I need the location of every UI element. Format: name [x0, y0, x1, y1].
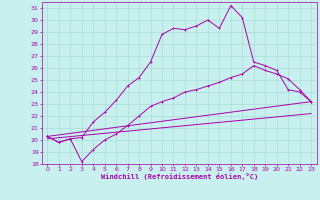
X-axis label: Windchill (Refroidissement éolien,°C): Windchill (Refroidissement éolien,°C): [100, 173, 258, 180]
